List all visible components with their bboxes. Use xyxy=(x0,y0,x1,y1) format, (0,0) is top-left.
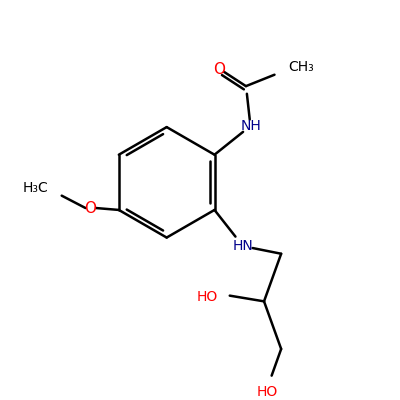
Text: O: O xyxy=(84,200,96,216)
Text: O: O xyxy=(213,62,225,76)
Text: HO: HO xyxy=(256,385,278,399)
Text: HN: HN xyxy=(233,239,254,253)
Text: CH₃: CH₃ xyxy=(288,60,314,74)
Text: NH: NH xyxy=(240,119,261,133)
Text: H₃C: H₃C xyxy=(23,181,48,195)
Text: HO: HO xyxy=(197,290,218,304)
